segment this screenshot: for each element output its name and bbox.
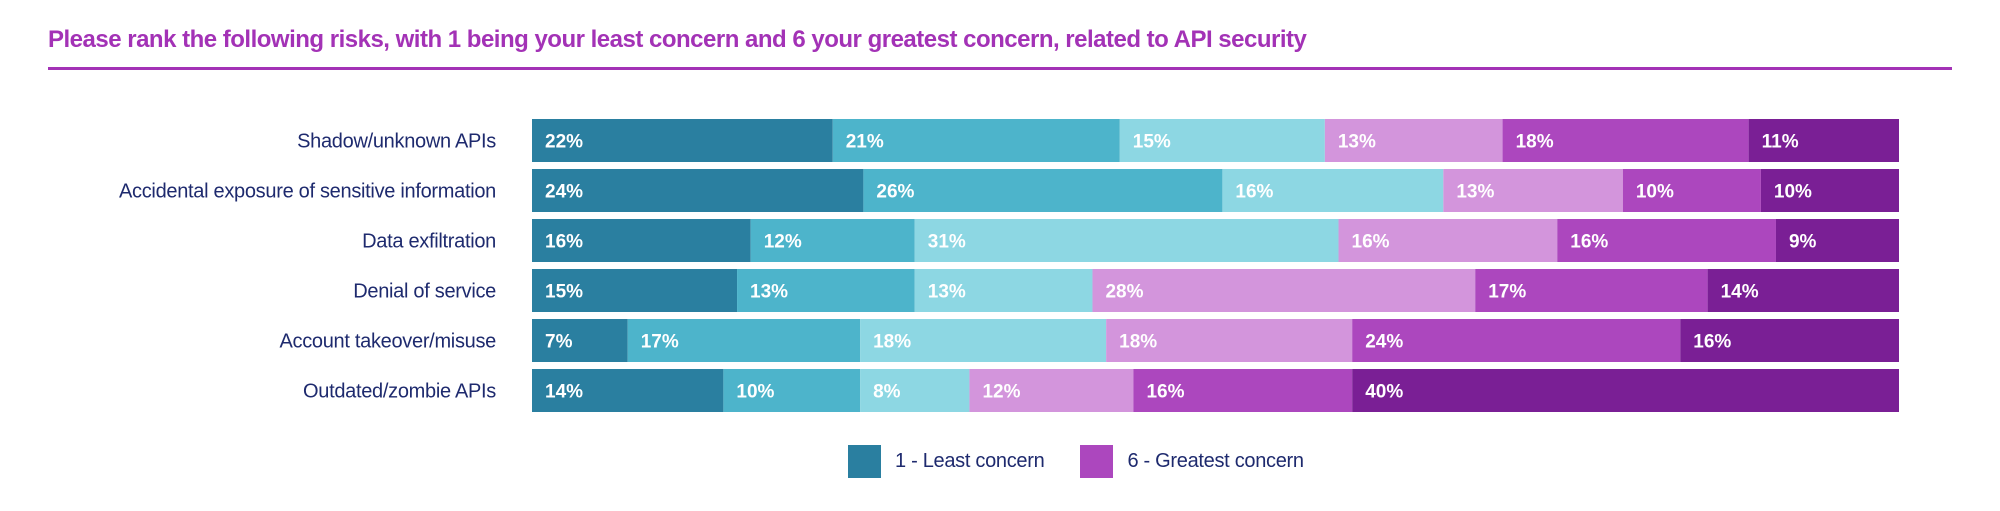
data-label-row3-rank6: 9% [1789,232,1817,253]
bar-segment-row2-rank6 [1760,169,1899,212]
category-label-accidental-exposure-of-sensitive-information: Accidental exposure of sensitive informa… [119,181,496,203]
bar-segment-row5-rank2 [627,319,861,362]
bar-segment-row5-rank5 [1352,319,1681,362]
bar-segment-row6-rank6 [1352,369,1899,412]
data-label-row4-rank5: 17% [1488,282,1526,303]
data-label-row1-rank6: 11% [1762,132,1799,153]
bar-segment-row5-rank1 [532,319,628,362]
bar-segment-row6-rank1 [532,369,724,412]
bar-segment-row3-rank2 [750,219,915,262]
bar-segment-row4-rank2 [737,269,915,312]
data-label-row5-rank2: 17% [641,332,679,353]
bar-segment-row5-rank3 [860,319,1107,362]
bar-segment-row4-rank1 [532,269,738,312]
bar-segment-row1-rank2 [832,119,1120,162]
data-label-row4-rank1: 15% [545,282,583,303]
bar-segment-row2-rank2 [863,169,1223,212]
bar-segment-row3-rank6 [1775,219,1899,262]
data-label-row4-rank3: 13% [928,282,966,303]
chart-title: Please rank the following risks, with 1 … [48,26,1307,53]
data-label-row2-rank1: 24% [545,182,583,203]
bar-segment-row1-rank6 [1748,119,1899,162]
bar-segment-row1-rank5 [1502,119,1749,162]
data-label-row5-rank6: 16% [1693,332,1731,353]
bar-segment-row3-rank3 [914,219,1339,262]
legend-swatch-least [848,445,881,478]
data-label-row3-rank1: 16% [545,232,583,253]
legend-item-greatest: 6 - Greatest concern [1080,445,1304,478]
category-label-shadow-unknown-apis: Shadow/unknown APIs [297,131,496,153]
data-label-row6-rank6: 40% [1365,382,1403,403]
bar-segment-row2-rank3 [1222,169,1444,212]
bar-segment-row6-rank2 [723,369,861,412]
category-label-data-exfiltration: Data exfiltration [362,231,496,253]
data-label-row2-rank2: 26% [876,182,914,203]
data-label-row4-rank4: 28% [1105,282,1143,303]
data-label-row6-rank1: 14% [545,382,583,403]
category-label-denial-of-service: Denial of service [353,281,496,303]
category-label-account-takeover-misuse: Account takeover/misuse [279,331,496,353]
data-label-row6-rank4: 12% [982,382,1020,403]
legend-swatch-greatest [1080,445,1114,478]
bar-segment-row6-rank5 [1133,369,1353,412]
bar-segment-row2-rank1 [532,169,864,212]
bar-segment-row3-rank5 [1557,219,1776,262]
data-label-row1-rank3: 15% [1133,132,1171,153]
legend-item-least: 1 - Least concern [848,445,1045,478]
data-label-row4-rank6: 14% [1721,282,1759,303]
bar-segment-row4-rank4 [1092,269,1476,312]
legend-label-greatest: 6 - Greatest concern [1127,450,1304,472]
data-label-row5-rank4: 18% [1119,332,1157,353]
bar-segment-row5-rank6 [1680,319,1899,362]
data-label-row2-rank5: 10% [1636,182,1674,203]
bar-segment-row1-rank1 [532,119,833,162]
data-label-row3-rank2: 12% [764,232,802,253]
data-label-row6-rank5: 16% [1146,382,1184,403]
bar-segment-row4-rank5 [1475,269,1708,312]
bar-segment-row2-rank5 [1622,169,1761,212]
data-label-row1-rank2: 21% [846,132,884,153]
data-label-row2-rank6: 10% [1774,182,1812,203]
category-label-outdated-zombie-apis: Outdated/zombie APIs [303,381,496,403]
stacked-bar-chart: Shadow/unknown APIs 22% 21% 15% 13% 18% 11% Acc… [119,119,1899,412]
data-label-row2-rank4: 13% [1456,182,1494,203]
data-label-row1-rank4: 13% [1338,132,1376,153]
data-label-row3-rank5: 16% [1570,232,1608,253]
data-label-row3-rank3: 31% [928,232,966,253]
bar-segment-row4-rank6 [1707,269,1899,312]
data-label-row2-rank3: 16% [1235,182,1273,203]
bar-segment-row1-rank3 [1119,119,1325,162]
data-label-row5-rank3: 18% [873,332,911,353]
legend-label-least: 1 - Least concern [895,450,1045,472]
bar-segment-row4-rank3 [914,269,1093,312]
data-label-row1-rank1: 22% [545,132,583,153]
data-label-row4-rank2: 13% [750,282,788,303]
bar-segment-row5-rank4 [1106,319,1353,362]
bar-segment-row1-rank4 [1324,119,1503,162]
chart-legend: 1 - Least concern 6 - Greatest concern [848,445,1340,478]
bar-segment-row3-rank1 [532,219,751,262]
bar-segment-row6-rank4 [969,369,1134,412]
bar-segment-row2-rank4 [1443,169,1623,212]
data-label-row3-rank4: 16% [1352,232,1390,253]
data-label-row6-rank2: 10% [736,382,774,403]
data-label-row5-rank5: 24% [1365,332,1403,353]
bar-segment-row6-rank3 [860,369,970,412]
data-label-row5-rank1: 7% [545,332,573,353]
bar-segment-row3-rank4 [1338,219,1558,262]
data-label-row1-rank5: 18% [1516,132,1554,153]
data-label-row6-rank3: 8% [873,382,901,403]
title-divider [48,67,1952,70]
